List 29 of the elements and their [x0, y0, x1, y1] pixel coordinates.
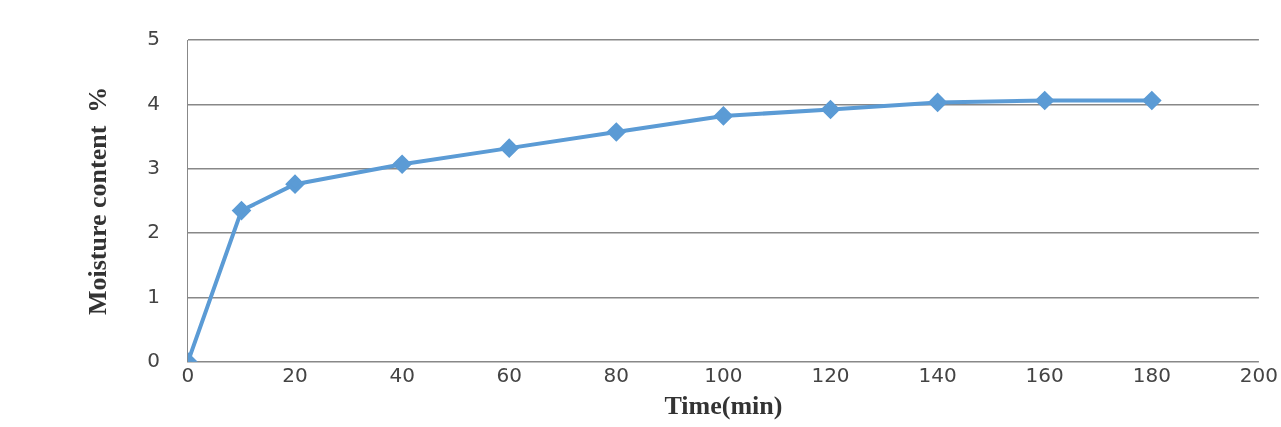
point: [393, 155, 412, 174]
y-tick-label: 2: [147, 219, 160, 244]
x-tick-label: 120: [811, 363, 850, 387]
x-tick-label: 80: [603, 363, 630, 387]
point: [714, 106, 733, 125]
x-tick-label: 100: [704, 363, 743, 387]
x-axis-title: Time(min): [664, 391, 783, 421]
x-tick-label: 20: [282, 363, 308, 387]
point: [286, 175, 305, 194]
point: [1142, 91, 1161, 110]
x-tick-label: 180: [1132, 363, 1171, 387]
point: [232, 201, 251, 220]
point: [1035, 91, 1054, 110]
x-tick-label: 40: [389, 363, 415, 387]
point: [607, 123, 626, 142]
y-axis-title: Moisture content %: [83, 86, 113, 316]
x-tick-label: 60: [496, 363, 522, 387]
point: [821, 100, 840, 119]
point: [928, 93, 947, 112]
x-tick-label: 200: [1239, 363, 1279, 387]
y-tick-label: 5: [147, 26, 160, 51]
x-tick-label: 160: [1025, 363, 1064, 387]
point: [500, 139, 519, 158]
x-tick-label: 140: [918, 363, 957, 387]
y-tick-label: 0: [147, 348, 160, 372]
y-tick-label: 4: [147, 90, 160, 115]
y-tick-label: 3: [147, 154, 160, 179]
x-tick-label: 0: [181, 363, 195, 387]
y-tick-label: 1: [147, 283, 160, 308]
